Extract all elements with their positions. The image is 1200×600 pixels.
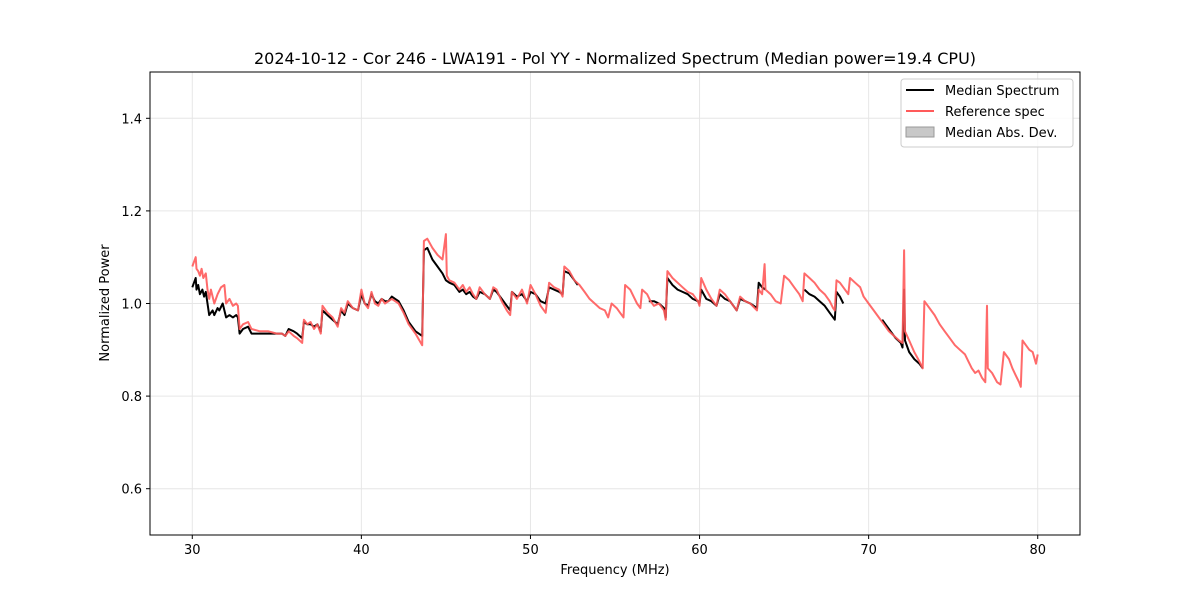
x-tick-label: 30: [184, 543, 201, 558]
x-axis-label: Frequency (MHz): [560, 563, 669, 578]
series-line-reference-spec: [191, 233, 1039, 388]
y-tick-label: 1.4: [121, 112, 142, 127]
chart-title: 2024-10-12 - Cor 246 - LWA191 - Pol YY -…: [254, 49, 976, 68]
y-tick-label: 0.6: [121, 483, 142, 498]
legend-label-median: Median Spectrum: [945, 84, 1059, 99]
series-line-median-spectrum: [803, 288, 845, 321]
y-tick-label: 0.8: [121, 390, 142, 405]
y-tick-label: 1.0: [121, 298, 142, 313]
legend-label-reference: Reference spec: [945, 105, 1045, 120]
series-layer: [191, 233, 1039, 388]
y-tick-label: 1.2: [121, 205, 142, 220]
y-axis-label: Normalized Power: [98, 244, 113, 362]
legend-swatch-mad: [905, 126, 935, 138]
legend-box: [900, 78, 1074, 148]
x-tick-label: 60: [691, 543, 708, 558]
x-tick-label: 80: [1029, 543, 1046, 558]
legend-label-mad: Median Abs. Dev.: [945, 126, 1057, 141]
x-axis-ticks: 30 40 50 60 70 80: [184, 535, 1046, 558]
legend: Median Spectrum Reference spec Median Ab…: [900, 78, 1074, 148]
y-axis-ticks: 0.6 0.8 1.0 1.2 1.4: [121, 112, 150, 498]
x-tick-label: 40: [353, 543, 370, 558]
x-tick-label: 70: [860, 543, 877, 558]
x-tick-label: 50: [522, 543, 539, 558]
